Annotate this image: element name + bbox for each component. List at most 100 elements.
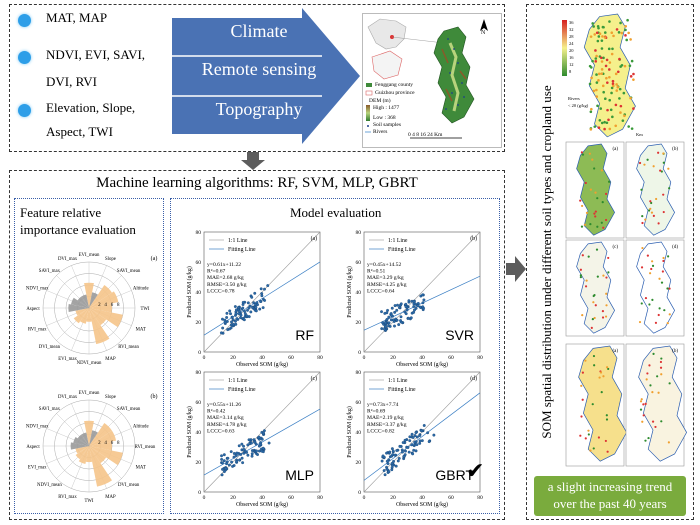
som-pixel — [624, 24, 628, 28]
y-axis-label: Predicted SOM (g/kg) — [346, 406, 353, 458]
som-pixel — [595, 73, 598, 76]
y-axis-label: Predicted SOM (g/kg) — [186, 266, 193, 318]
x-tick-label: 60 — [288, 355, 294, 361]
data-point — [263, 287, 266, 291]
data-point — [241, 300, 245, 304]
som-pixel — [624, 28, 627, 32]
som-pixel — [612, 84, 615, 88]
scatter-panel-mlp: 00 20 20 40 40 60 60 80 80 Observed SOM (g/kg) Pre… — [186, 370, 323, 508]
data-point — [230, 460, 234, 464]
stat-line: RMSE=3.50 g/kg — [207, 282, 247, 288]
data-point — [262, 429, 266, 433]
big-arrow — [172, 8, 360, 144]
stat-line: RMSE=3.37 g/kg — [367, 422, 407, 428]
stat-line: R²=0.69 — [367, 409, 386, 415]
som-pixel — [607, 256, 610, 260]
som-pixel — [597, 26, 600, 30]
x-tick-label: 40 — [419, 355, 425, 361]
som-pixel — [641, 214, 644, 218]
colorbar-label: 16 — [569, 55, 574, 60]
data-point — [250, 454, 254, 458]
radar-bar — [89, 308, 107, 326]
radar-ring-label: 4 — [104, 303, 107, 308]
som-pixel — [656, 375, 659, 378]
som-pixel — [596, 197, 599, 200]
data-point — [250, 452, 254, 456]
data-point — [387, 324, 391, 328]
data-point — [257, 449, 261, 453]
som-pixel — [611, 79, 615, 83]
som-pixel — [640, 266, 644, 269]
radar-bar — [89, 446, 123, 466]
conclusion-line-1: a slight increasing trend — [547, 479, 673, 494]
y-tick-label: 20 — [356, 460, 362, 466]
data-point — [253, 291, 257, 295]
som-pixel — [579, 268, 582, 271]
som-pixel — [581, 153, 585, 156]
som-pixel — [600, 60, 604, 63]
radar-bar — [89, 446, 113, 487]
data-point — [390, 306, 394, 310]
data-point — [228, 309, 232, 313]
data-point — [252, 438, 256, 442]
som-pixel — [585, 279, 588, 282]
submap-tag: (a) — [612, 349, 618, 354]
data-point — [236, 306, 240, 309]
data-point — [229, 312, 233, 316]
data-point — [246, 453, 250, 457]
som-pixel — [601, 310, 605, 313]
som-pixel — [662, 152, 665, 155]
data-point — [247, 438, 251, 442]
stat-line: LCCC=0.78 — [207, 288, 235, 294]
som-pixel — [629, 75, 633, 78]
som-pixel — [619, 111, 622, 114]
som-pixel — [660, 281, 664, 284]
data-point — [422, 298, 426, 302]
som-pixel — [580, 415, 583, 418]
som-pixel — [651, 391, 654, 394]
som-pixel — [626, 18, 629, 22]
data-point — [390, 468, 394, 472]
som-pixel — [593, 125, 597, 128]
data-point — [257, 444, 261, 448]
stat-line: MAE=2.19 g/kg — [367, 415, 404, 421]
data-point — [242, 318, 246, 322]
som-pixel — [629, 38, 632, 41]
x-tick-label: 20 — [390, 495, 396, 501]
som-pixel — [590, 76, 593, 80]
down-arrow — [241, 152, 265, 170]
som-pixel — [630, 59, 634, 63]
data-point — [402, 454, 406, 458]
data-point — [408, 439, 412, 443]
som-pixel — [662, 193, 665, 196]
som-pixel — [600, 39, 604, 42]
som-pixel — [621, 119, 625, 122]
som-pixel — [598, 32, 602, 36]
colorbar-label: 12 — [569, 62, 574, 67]
som-pixel — [661, 270, 664, 273]
radar-axis-label: EVI_max — [28, 466, 47, 471]
data-point — [220, 454, 223, 458]
som-pixel — [618, 97, 621, 100]
som-pixel — [640, 188, 643, 191]
data-point — [398, 444, 402, 448]
radar-bar — [75, 446, 89, 454]
map-north: N — [481, 30, 486, 36]
data-point — [260, 437, 264, 441]
som-pixel — [581, 371, 584, 374]
bullet-topo-1: Elevation, Slope, — [46, 100, 136, 115]
data-point — [235, 460, 238, 464]
som-pixel — [629, 96, 632, 100]
som-pixel — [646, 158, 649, 161]
som-pixel — [593, 316, 596, 320]
data-point — [385, 459, 389, 463]
som-pixel — [632, 72, 635, 76]
som-pixel — [598, 376, 601, 379]
som-pixel — [589, 449, 592, 452]
radar-chart-a: 2 4 6 8 EVI_mean Slope SAVI_mean Altitude TWI MAT… — [26, 253, 157, 366]
model-evaluation-panel — [170, 198, 500, 514]
som-pixel — [641, 221, 644, 225]
data-point — [257, 435, 261, 439]
data-point — [256, 453, 259, 457]
som-pixel — [647, 436, 650, 440]
